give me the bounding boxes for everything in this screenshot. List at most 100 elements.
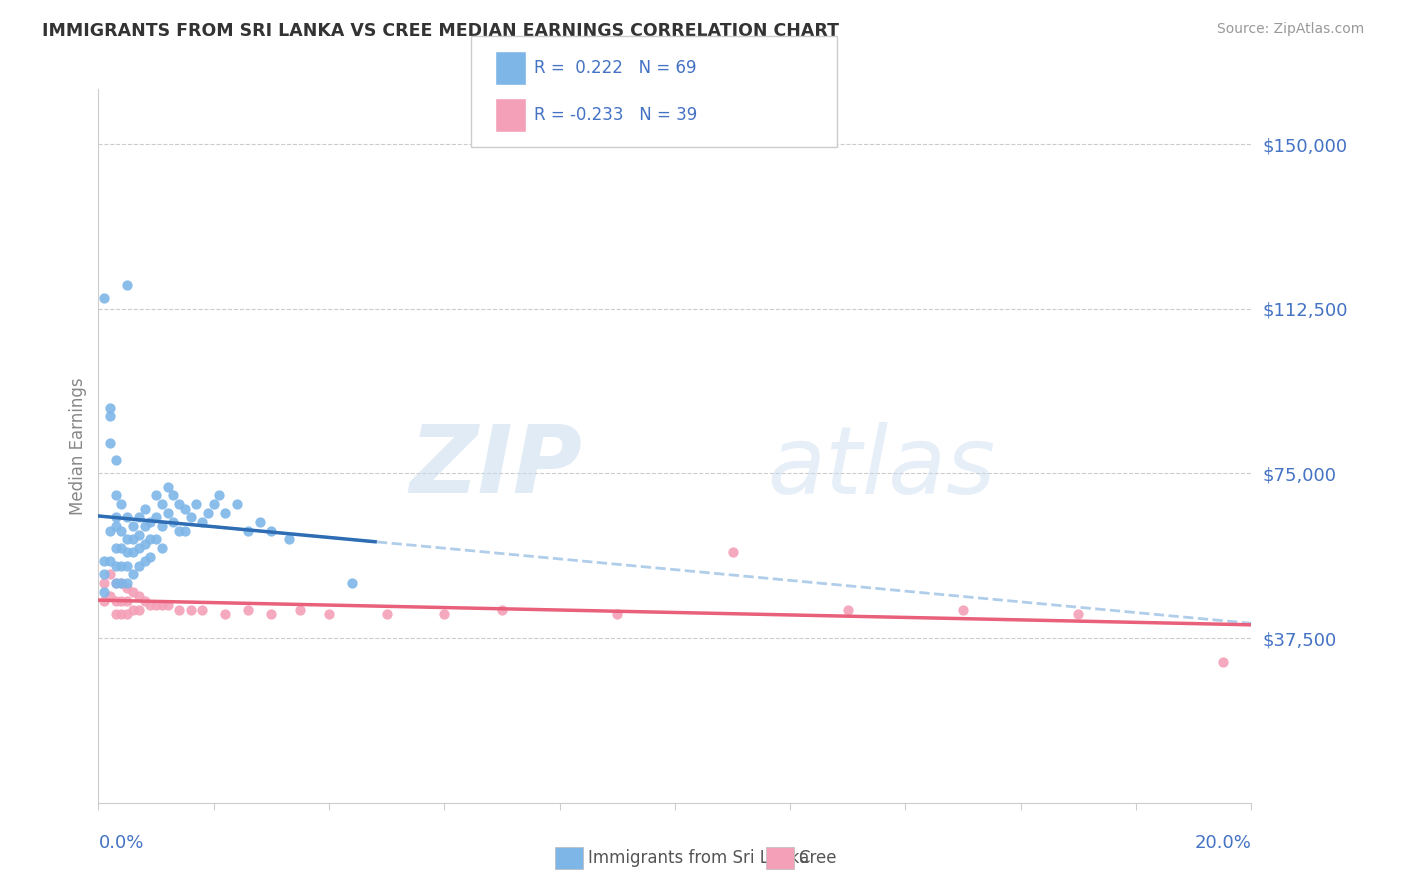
- Text: ZIP: ZIP: [409, 421, 582, 514]
- Text: Source: ZipAtlas.com: Source: ZipAtlas.com: [1216, 22, 1364, 37]
- Point: [156, 480, 179, 494]
- Point: [156, 598, 179, 612]
- Point: [122, 519, 145, 533]
- Point: [167, 497, 190, 511]
- Point: [104, 488, 127, 502]
- Point: [104, 594, 127, 608]
- Text: R = -0.233   N = 39: R = -0.233 N = 39: [534, 106, 697, 124]
- Point: [180, 510, 202, 524]
- Point: [93, 585, 115, 599]
- Point: [117, 533, 138, 547]
- Point: [110, 541, 132, 555]
- Text: 0.0%: 0.0%: [98, 834, 143, 852]
- Point: [1212, 655, 1234, 669]
- Point: [214, 506, 236, 520]
- Point: [98, 435, 121, 450]
- Text: 20.0%: 20.0%: [1195, 834, 1251, 852]
- Point: [174, 501, 197, 516]
- Point: [145, 598, 167, 612]
- Point: [104, 453, 127, 467]
- Point: [98, 590, 121, 604]
- Point: [721, 545, 744, 559]
- Point: [134, 554, 156, 568]
- Point: [290, 602, 312, 616]
- Point: [225, 497, 247, 511]
- Point: [104, 576, 127, 591]
- Point: [117, 576, 138, 591]
- Point: [340, 576, 363, 591]
- Point: [174, 524, 197, 538]
- Point: [260, 607, 283, 621]
- Point: [606, 607, 628, 621]
- Point: [122, 533, 145, 547]
- Point: [375, 607, 398, 621]
- Point: [145, 533, 167, 547]
- Text: R =  0.222   N = 69: R = 0.222 N = 69: [534, 59, 697, 77]
- Text: Immigrants from Sri Lanka: Immigrants from Sri Lanka: [588, 849, 808, 867]
- Point: [110, 497, 132, 511]
- Point: [191, 602, 214, 616]
- Point: [952, 602, 974, 616]
- Point: [145, 510, 167, 524]
- Point: [93, 291, 115, 305]
- Y-axis label: Median Earnings: Median Earnings: [69, 377, 87, 515]
- Point: [93, 576, 115, 591]
- Point: [117, 607, 138, 621]
- Point: [150, 497, 173, 511]
- Point: [104, 541, 127, 555]
- Point: [167, 524, 190, 538]
- Point: [110, 576, 132, 591]
- Point: [98, 524, 121, 538]
- Point: [128, 558, 150, 573]
- Point: [98, 401, 121, 415]
- Point: [260, 524, 283, 538]
- Point: [128, 590, 150, 604]
- Point: [139, 515, 162, 529]
- Point: [117, 545, 138, 559]
- Point: [134, 519, 156, 533]
- Point: [150, 519, 173, 533]
- Point: [134, 594, 156, 608]
- Point: [433, 607, 456, 621]
- Point: [238, 602, 260, 616]
- Point: [93, 567, 115, 582]
- Point: [208, 488, 231, 502]
- Point: [104, 558, 127, 573]
- Point: [186, 497, 208, 511]
- Point: [110, 524, 132, 538]
- Point: [162, 488, 184, 502]
- Point: [249, 515, 271, 529]
- Point: [117, 581, 138, 595]
- Point: [491, 602, 513, 616]
- Point: [150, 541, 173, 555]
- Point: [117, 277, 138, 292]
- Point: [117, 558, 138, 573]
- Point: [110, 558, 132, 573]
- Point: [117, 594, 138, 608]
- Point: [167, 602, 190, 616]
- Point: [104, 607, 127, 621]
- Point: [139, 598, 162, 612]
- Point: [128, 602, 150, 616]
- Text: atlas: atlas: [768, 422, 995, 513]
- Point: [122, 567, 145, 582]
- Point: [122, 602, 145, 616]
- Point: [117, 510, 138, 524]
- Point: [162, 515, 184, 529]
- Point: [191, 515, 214, 529]
- Point: [837, 602, 859, 616]
- Point: [197, 506, 219, 520]
- Point: [110, 607, 132, 621]
- Point: [156, 506, 179, 520]
- Point: [110, 594, 132, 608]
- Point: [139, 533, 162, 547]
- Point: [128, 510, 150, 524]
- Point: [139, 549, 162, 564]
- Point: [104, 519, 127, 533]
- Point: [98, 554, 121, 568]
- Point: [104, 510, 127, 524]
- Point: [150, 598, 173, 612]
- Point: [277, 533, 299, 547]
- Point: [98, 567, 121, 582]
- Point: [145, 488, 167, 502]
